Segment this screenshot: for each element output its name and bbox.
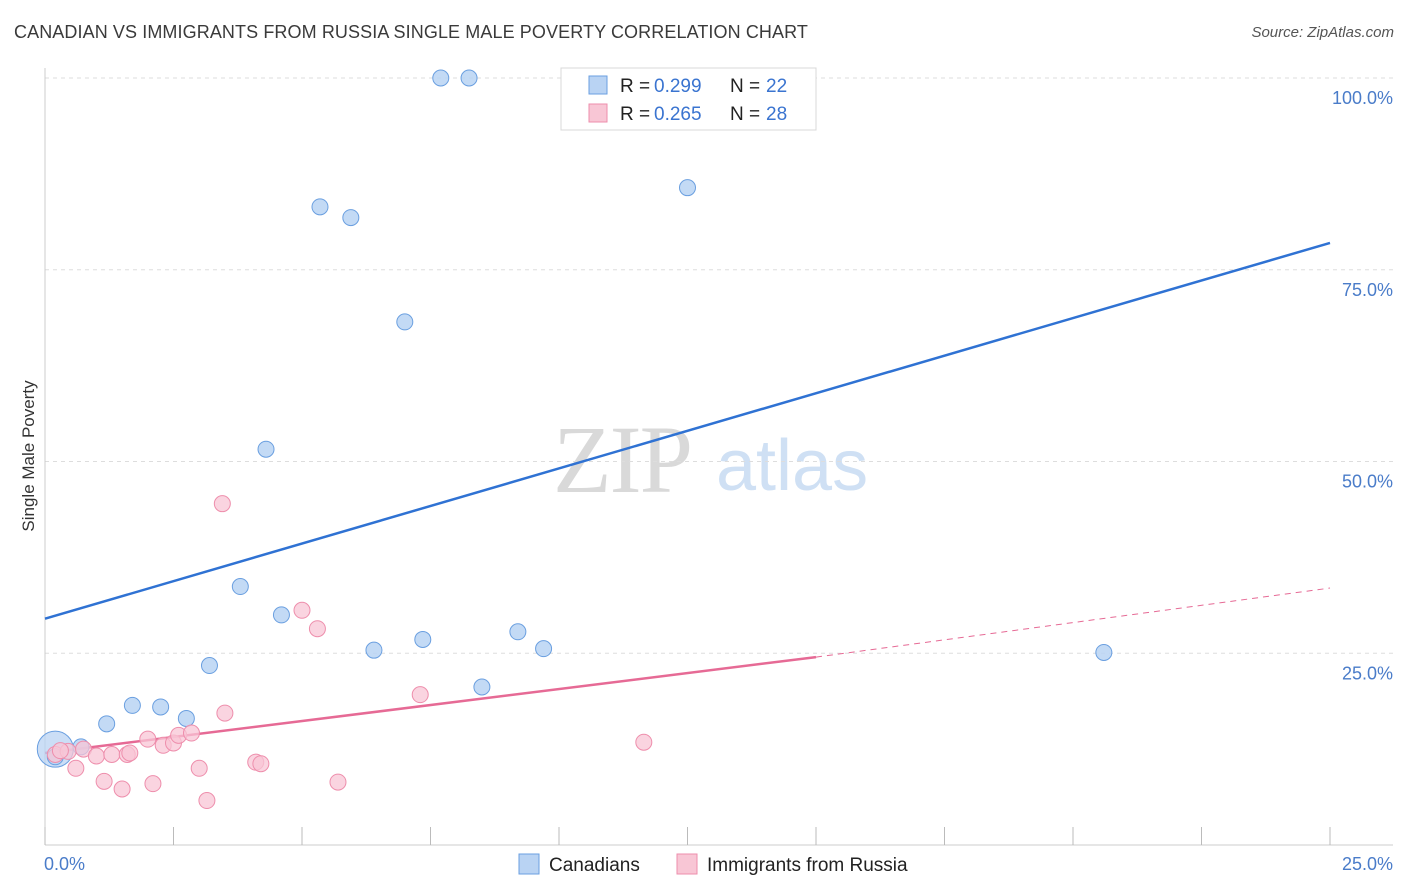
legend-r-label-2: R =: [620, 104, 650, 125]
legend-r-value-1: 0.299: [654, 76, 702, 97]
x-tick-label-max: 25.0%: [1342, 854, 1393, 874]
bottom-legend-swatch-russia: [676, 853, 698, 875]
point-russia: [139, 730, 157, 748]
point-russia: [121, 744, 139, 762]
source-label: Source: ZipAtlas.com: [1251, 24, 1394, 41]
point-canadians: [473, 678, 491, 696]
y-axis-label: Single Male Poverty: [19, 380, 38, 532]
point-canadians: [396, 313, 414, 331]
legend-r-label-1: R =: [620, 76, 650, 97]
legend-n-label-1: N =: [730, 76, 760, 97]
point-canadians: [272, 606, 290, 624]
chart-title: CANADIAN VS IMMIGRANTS FROM RUSSIA SINGL…: [14, 22, 809, 42]
axes: [44, 68, 1393, 846]
point-canadians: [200, 657, 218, 675]
trend-line-canadians: [44, 241, 1331, 620]
point-russia: [87, 747, 105, 765]
legend-n-label-2: N =: [730, 104, 760, 125]
point-russia: [411, 686, 429, 704]
point-russia: [635, 733, 653, 751]
bottom-legend: Canadians Immigrants from Russia: [518, 853, 908, 876]
legend-box: R = 0.299 N = 22 R = 0.265 N = 28: [560, 67, 817, 131]
point-russia: [51, 742, 69, 760]
point-canadians: [414, 630, 432, 648]
point-canadians: [257, 440, 275, 458]
point-russia: [182, 724, 200, 742]
point-russia: [293, 601, 311, 619]
watermark-atlas: atlas: [716, 426, 868, 506]
bottom-legend-label-russia: Immigrants from Russia: [707, 855, 908, 876]
point-canadians: [432, 69, 450, 87]
data-points: [36, 69, 1113, 810]
legend-swatch-canadians: [588, 75, 608, 95]
point-russia: [144, 775, 162, 793]
point-canadians: [509, 623, 527, 641]
y-tick-label: 25.0%: [1342, 663, 1393, 683]
bottom-legend-swatch-canadians: [518, 853, 540, 875]
x-tick-label-min: 0.0%: [44, 854, 85, 874]
trend-line-russia-extension: [815, 587, 1331, 658]
point-canadians: [311, 198, 329, 216]
point-russia: [67, 759, 85, 777]
point-canadians: [679, 179, 696, 197]
point-russia: [216, 704, 234, 722]
point-canadians: [123, 696, 141, 714]
legend-n-value-1: 22: [766, 76, 787, 97]
legend-swatch-russia: [588, 103, 608, 123]
point-russia: [190, 759, 208, 777]
y-tick-label: 100.0%: [1332, 88, 1393, 108]
legend-r-value-2: 0.265: [654, 104, 702, 125]
point-canadians: [98, 715, 116, 733]
point-russia: [103, 745, 121, 763]
watermark-zip: ZIP: [553, 406, 691, 513]
point-russia: [308, 620, 326, 638]
point-russia: [329, 773, 347, 791]
point-canadians: [152, 698, 170, 716]
y-tick-label: 75.0%: [1342, 280, 1393, 300]
point-canadians: [231, 578, 249, 596]
point-canadians: [535, 640, 553, 658]
point-canadians: [342, 209, 360, 227]
bottom-legend-label-canadians: Canadians: [549, 855, 640, 876]
point-canadians: [460, 69, 478, 87]
y-tick-label: 50.0%: [1342, 472, 1393, 492]
point-russia: [213, 495, 231, 513]
point-canadians: [177, 709, 195, 727]
legend-n-value-2: 28: [766, 104, 787, 125]
point-russia: [95, 772, 113, 790]
gridlines: [45, 77, 1393, 654]
point-russia: [113, 780, 131, 798]
y-tick-labels: 25.0% 50.0% 75.0% 100.0%: [1332, 88, 1393, 683]
point-canadians: [1095, 643, 1113, 661]
point-russia: [252, 755, 270, 773]
point-russia: [198, 792, 216, 810]
point-canadians: [365, 641, 383, 659]
